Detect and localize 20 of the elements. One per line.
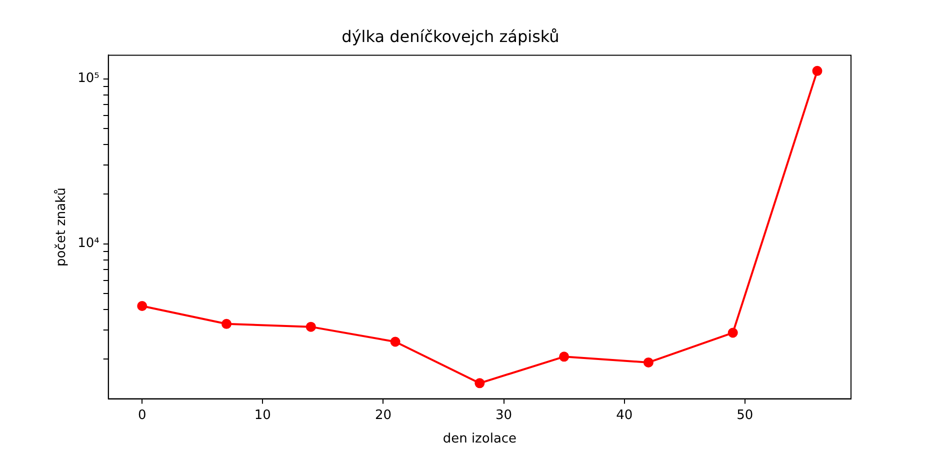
x-tick-label: 0	[138, 408, 146, 423]
x-axis-title: den izolace	[442, 432, 517, 447]
point	[559, 352, 570, 362]
point	[643, 357, 654, 368]
y-axis-title: počet znaků	[53, 188, 70, 266]
x-tick-label: 40	[616, 408, 633, 423]
x-tick-label: 20	[374, 408, 392, 423]
chart-title: dýlka deníčkovejch zápisků	[342, 26, 560, 46]
point	[728, 328, 738, 338]
x-tick-label: 30	[496, 408, 512, 423]
y-tick-label: 10⁴	[78, 236, 100, 252]
point	[137, 300, 148, 311]
point	[390, 336, 400, 347]
point	[222, 318, 232, 329]
point	[812, 66, 822, 76]
x-tick-label: 10	[254, 408, 271, 423]
y-tick-label: 10⁵	[78, 71, 100, 86]
point	[474, 378, 485, 388]
x-tick-label: 50	[736, 408, 754, 423]
point	[306, 322, 316, 332]
